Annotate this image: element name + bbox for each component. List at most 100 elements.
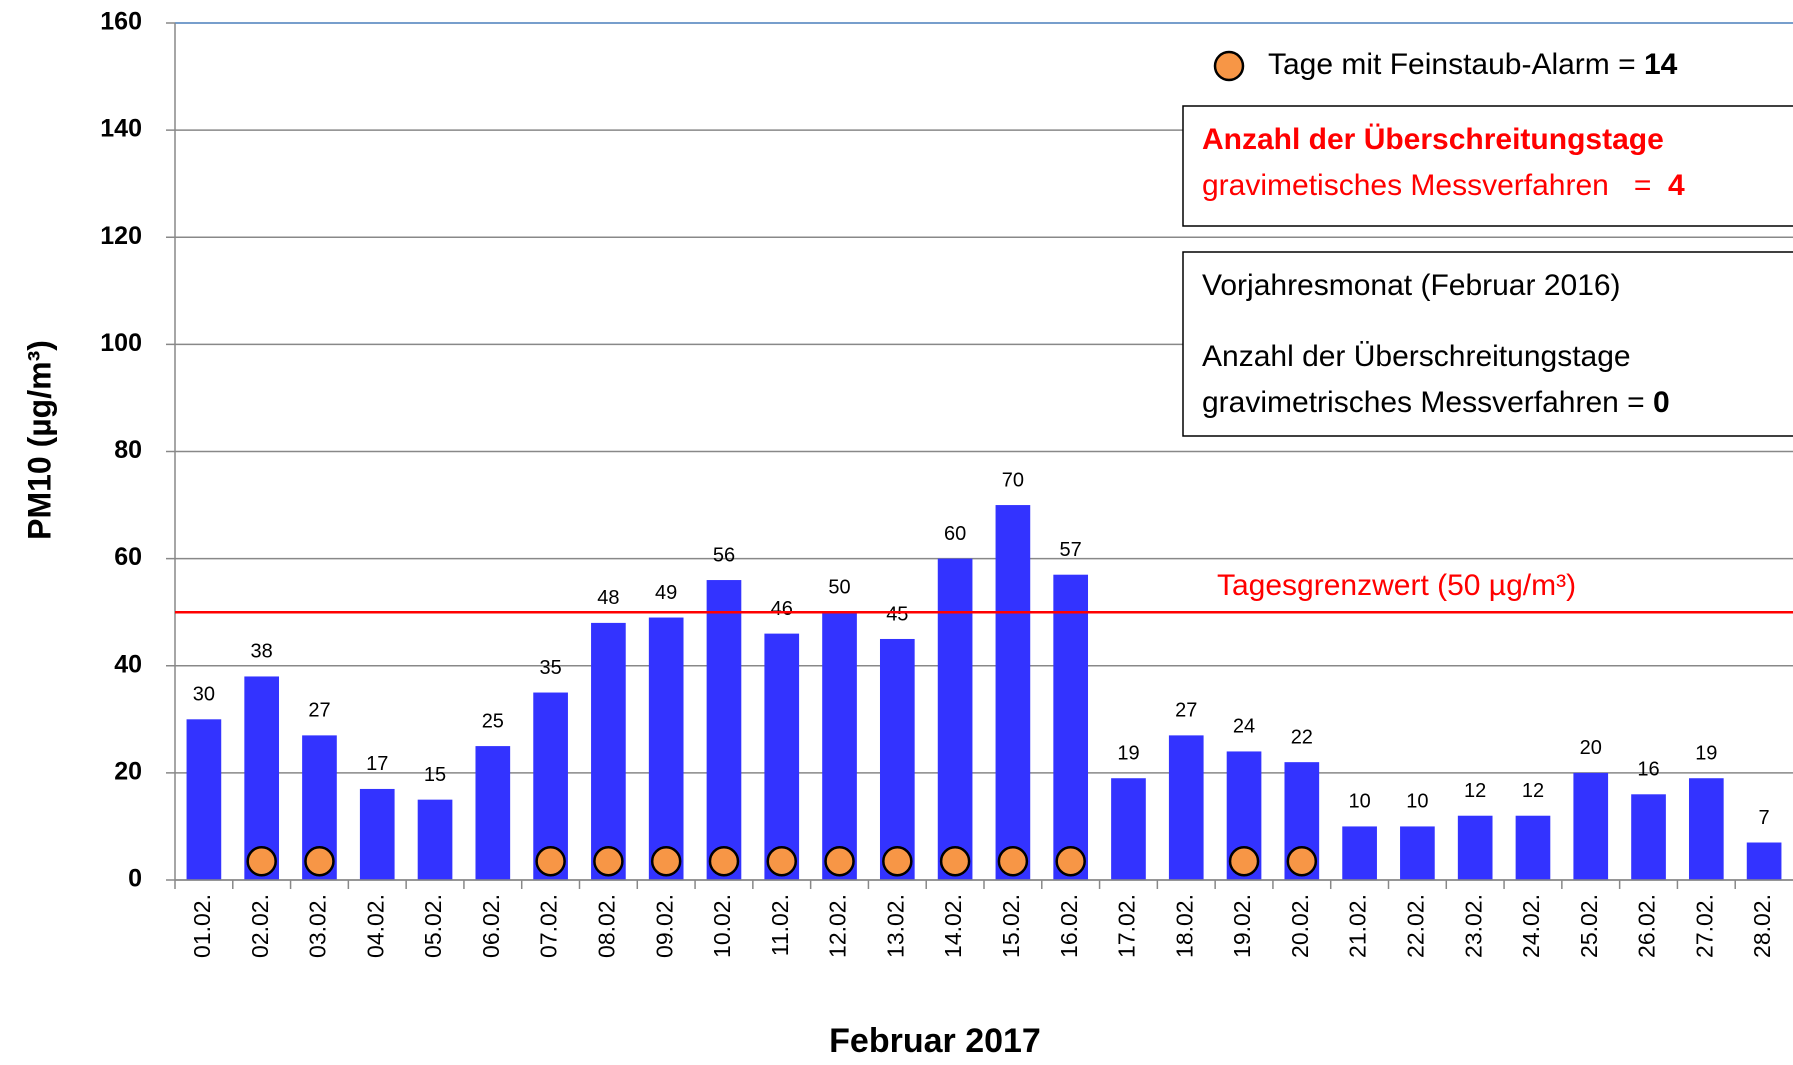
box-text: Vorjahresmonat (Februar 2016) xyxy=(1202,269,1621,302)
bar xyxy=(475,746,511,880)
data-label: 19 xyxy=(1117,743,1139,765)
box-count: 4 xyxy=(1668,169,1685,202)
data-label: 27 xyxy=(1175,700,1197,722)
legend-count: 14 xyxy=(1644,48,1678,81)
alarm-marker xyxy=(246,846,277,877)
alarm-marker xyxy=(1286,846,1318,877)
box-text: gravimetrisches Messverfahren = xyxy=(1202,386,1653,419)
alarm-marker xyxy=(939,846,971,877)
y-tick-label: 120 xyxy=(100,222,142,250)
x-tick-label: 17.02. xyxy=(1114,894,1140,958)
x-tick-label: 14.02. xyxy=(940,894,966,958)
data-label: 45 xyxy=(886,603,908,625)
bar xyxy=(1168,735,1204,880)
bar xyxy=(359,788,395,880)
alarm-marker xyxy=(997,846,1029,877)
data-label: 49 xyxy=(655,582,677,604)
box-count: 0 xyxy=(1653,386,1670,419)
x-tick-label: 22.02. xyxy=(1402,894,1428,958)
data-label: 15 xyxy=(424,764,446,786)
bar xyxy=(1746,842,1782,880)
bar xyxy=(1573,772,1609,880)
alarm-marker xyxy=(535,846,566,877)
bar xyxy=(1400,826,1435,880)
x-tick-label: 12.02. xyxy=(825,894,851,958)
x-tick-label: 13.02. xyxy=(882,894,908,958)
alarm-marker xyxy=(1228,846,1260,877)
box-text: gravimetrisches Messverfahren = 0 xyxy=(1202,386,1670,419)
x-tick-label: 15.02. xyxy=(998,894,1024,958)
data-label: 38 xyxy=(251,641,273,663)
data-label: 19 xyxy=(1695,743,1717,765)
x-tick-label: 02.02. xyxy=(247,894,273,958)
x-tick-label: 23.02. xyxy=(1460,894,1486,958)
alarm-marker xyxy=(1055,846,1086,877)
data-label: 24 xyxy=(1233,716,1255,738)
y-tick-label: 80 xyxy=(114,436,142,464)
data-label: 60 xyxy=(944,523,966,545)
bar xyxy=(1457,815,1493,880)
x-tick-label: 28.02. xyxy=(1749,894,1775,958)
data-label: 22 xyxy=(1291,726,1313,748)
x-tick-label: 06.02. xyxy=(478,894,504,958)
data-label: 16 xyxy=(1637,759,1659,781)
threshold-label: Tagesgrenzwert (50 µg/m³) xyxy=(1217,569,1576,602)
alarm-marker xyxy=(766,846,797,877)
alarm-marker xyxy=(593,846,624,877)
alarm-marker xyxy=(650,846,682,877)
alarm-marker xyxy=(882,846,913,877)
data-label: 46 xyxy=(771,598,793,620)
data-label: 12 xyxy=(1522,780,1544,802)
bar xyxy=(186,719,222,880)
x-tick-label: 16.02. xyxy=(1056,894,1082,958)
x-tick-label: 11.02. xyxy=(767,894,793,956)
alarm-marker xyxy=(824,846,855,877)
data-label: 7 xyxy=(1759,807,1770,829)
x-tick-label: 20.02. xyxy=(1287,894,1313,958)
bar xyxy=(879,638,915,880)
bar xyxy=(417,799,453,880)
alarm-marker xyxy=(708,846,740,877)
bar xyxy=(937,558,973,880)
bar xyxy=(822,612,857,880)
x-tick-label: 18.02. xyxy=(1171,894,1197,958)
x-tick-label: 09.02. xyxy=(651,894,677,958)
legend-text: Tage mit Feinstaub-Alarm = 14 xyxy=(1268,48,1678,81)
info-box xyxy=(1182,105,1793,227)
bar xyxy=(706,580,742,880)
data-label: 48 xyxy=(597,587,619,609)
data-label: 25 xyxy=(482,710,504,732)
data-label: 10 xyxy=(1348,791,1370,813)
x-tick-label: 03.02. xyxy=(305,894,331,958)
data-label: 57 xyxy=(1060,539,1082,561)
bar xyxy=(591,622,626,880)
box-text: Anzahl der Überschreitungstage xyxy=(1202,340,1631,373)
x-tick-label: 26.02. xyxy=(1634,894,1660,958)
data-label: 35 xyxy=(539,657,561,679)
legend-marker xyxy=(1213,50,1245,82)
box-text: gravimetisches Messverfahren = 4 xyxy=(1202,169,1685,202)
bar xyxy=(995,505,1031,880)
bar xyxy=(1342,826,1377,880)
y-tick-label: 140 xyxy=(100,115,142,143)
y-axis-label: PM10 (µg/m³) xyxy=(21,340,57,540)
y-tick-label: 160 xyxy=(100,8,142,36)
y-tick-label: 40 xyxy=(114,650,142,678)
data-label: 50 xyxy=(828,576,850,598)
x-tick-label: 19.02. xyxy=(1229,894,1255,958)
box-text: gravimetisches Messverfahren = xyxy=(1202,169,1668,202)
bar xyxy=(648,617,684,880)
x-tick-label: 27.02. xyxy=(1691,894,1717,958)
data-label: 56 xyxy=(713,544,735,566)
bar xyxy=(1515,815,1551,880)
x-tick-label: 07.02. xyxy=(536,894,562,958)
x-tick-label: 04.02. xyxy=(362,894,388,958)
bar xyxy=(1053,574,1089,880)
bar xyxy=(1631,794,1666,880)
y-tick-label: 20 xyxy=(114,757,142,785)
info-box xyxy=(1182,251,1793,437)
x-tick-label: 21.02. xyxy=(1345,894,1371,958)
x-tick-label: 08.02. xyxy=(593,894,619,958)
bar xyxy=(764,633,800,880)
bar xyxy=(1688,778,1724,880)
